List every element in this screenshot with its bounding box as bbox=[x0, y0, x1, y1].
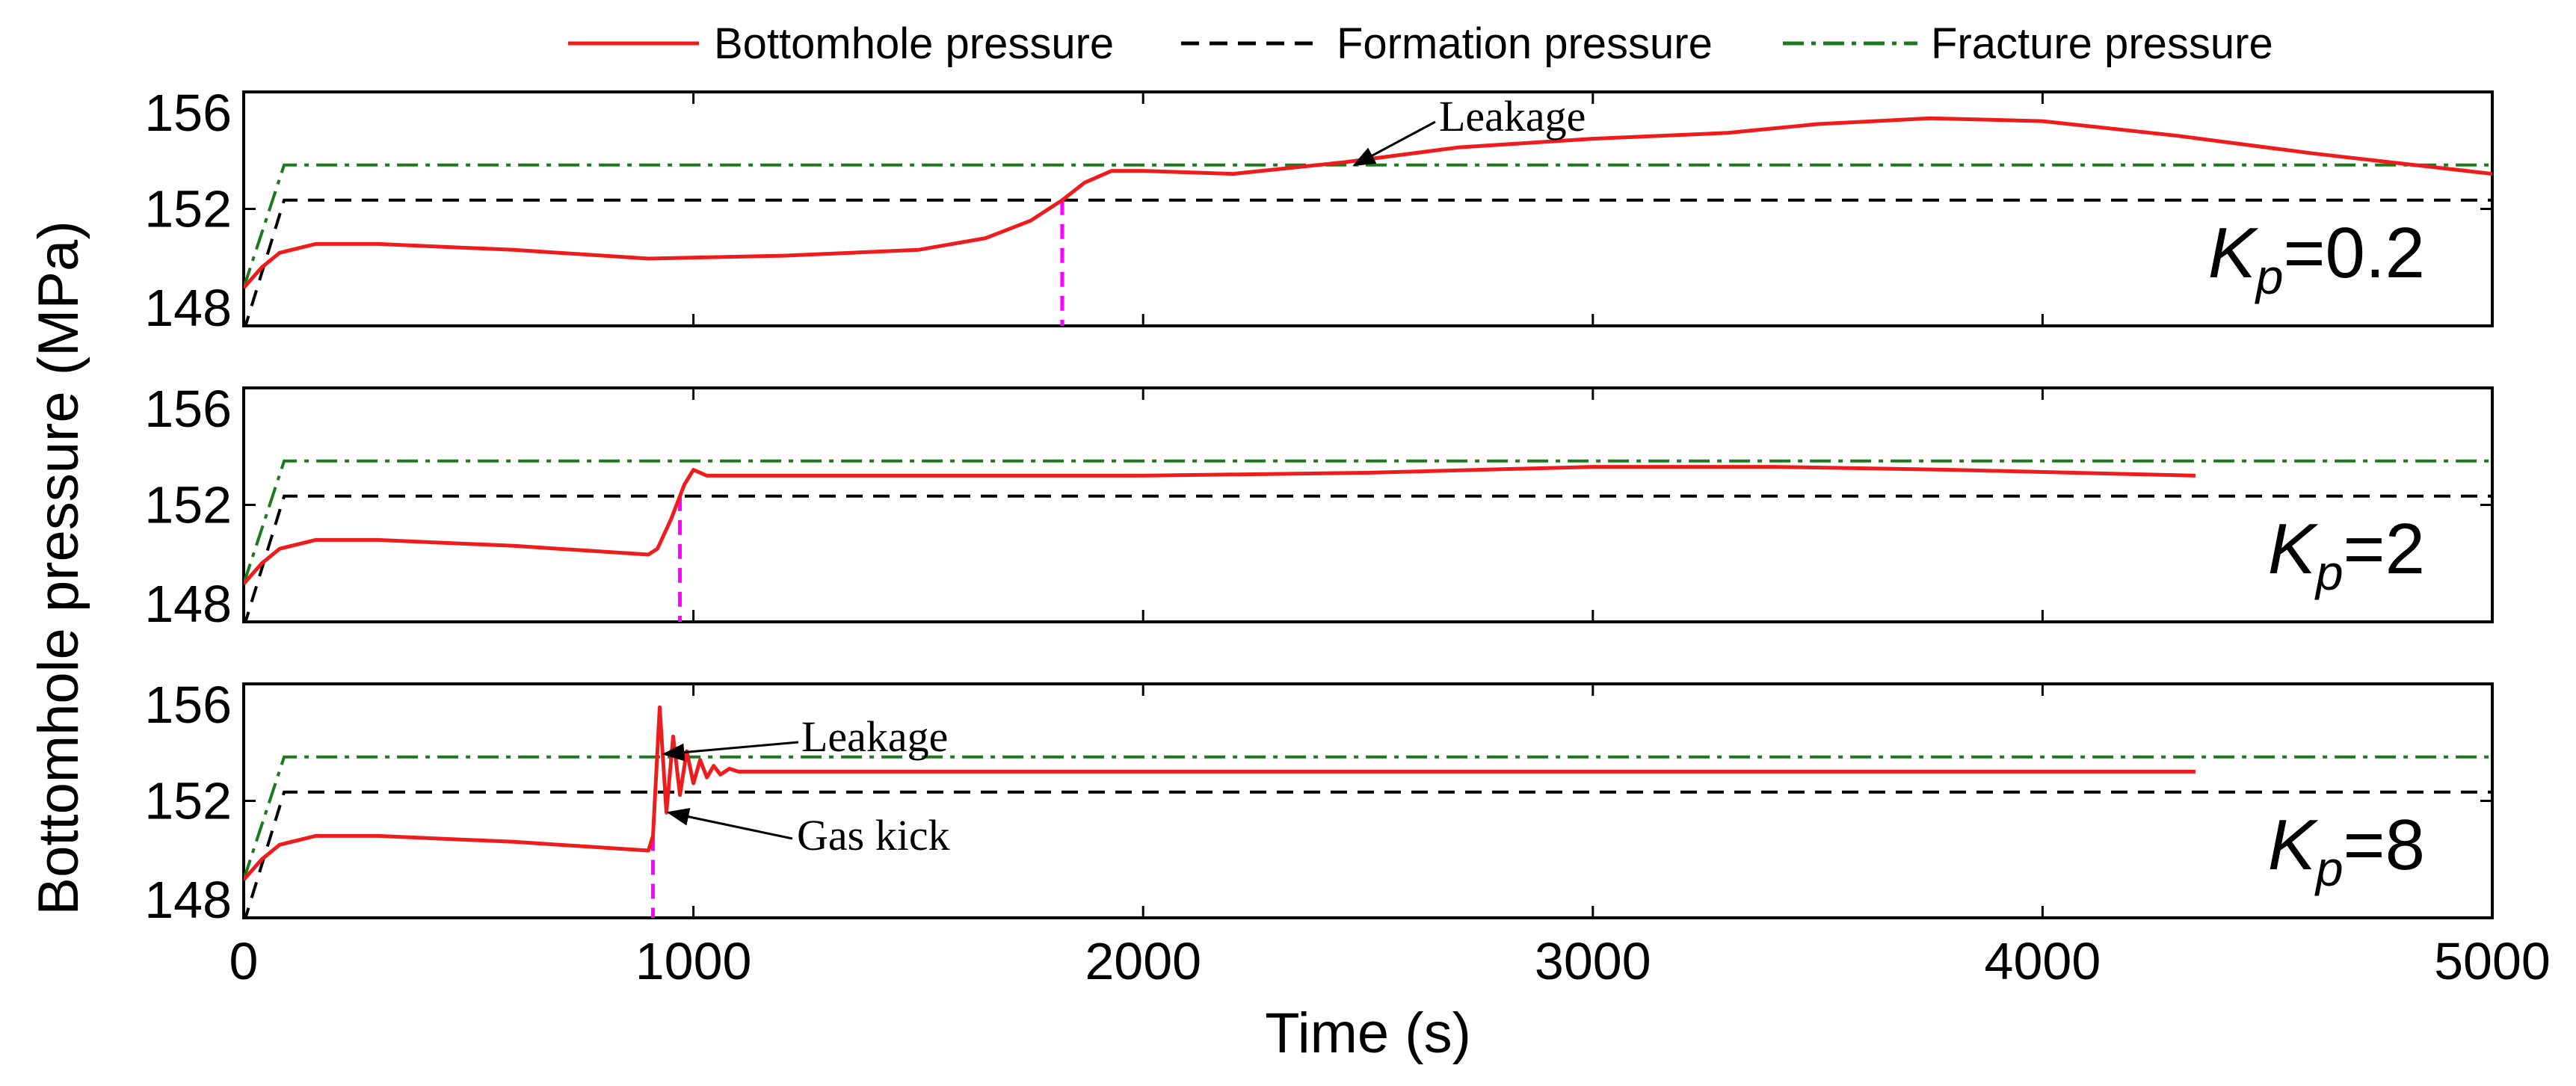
annotation-arrow bbox=[1352, 120, 1436, 167]
legend: Bottomhole pressure Formation pressure F… bbox=[568, 19, 2273, 68]
y-tick-label: 148 bbox=[144, 871, 232, 929]
y-tick-label: 152 bbox=[144, 772, 232, 830]
series-bottomhole-pressure bbox=[244, 116, 2492, 289]
kp-label: Kp=2 bbox=[2268, 509, 2425, 600]
annotation-label: Leakage bbox=[1439, 92, 1586, 141]
annotation-label: Gas kick bbox=[797, 811, 950, 860]
x-tick-labels: 0 1000 2000 3000 4000 5000 bbox=[229, 932, 2551, 990]
series-formation-pressure bbox=[244, 790, 2492, 918]
annotation-arrow bbox=[666, 807, 793, 840]
legend-label-bottomhole: Bottomhole pressure bbox=[714, 19, 1114, 68]
panel-frame bbox=[242, 682, 2494, 919]
legend-label-fracture: Fracture pressure bbox=[1931, 19, 2273, 68]
x-tick-label: 2000 bbox=[1085, 932, 1201, 990]
series-fracture-pressure bbox=[244, 163, 2492, 289]
panel-kp-2: 148 152 156 Kp=2 bbox=[144, 380, 2494, 633]
kp-label: Kp=8 bbox=[2268, 805, 2425, 896]
series-fracture-pressure bbox=[244, 459, 2492, 584]
x-axis-title: Time (s) bbox=[1265, 1002, 1471, 1065]
y-axis-title: Bottomhole pressure (MPa) bbox=[27, 220, 90, 915]
y-tick-label: 156 bbox=[144, 676, 232, 734]
legend-label-formation: Formation pressure bbox=[1337, 19, 1713, 68]
series-formation-pressure bbox=[244, 198, 2492, 326]
panel-frame bbox=[242, 90, 2494, 327]
annotation-label: Leakage bbox=[801, 712, 948, 761]
y-tick-label: 148 bbox=[144, 279, 232, 337]
panel-kp-0-2: 148 152 156 Kp=0.2 Leakage bbox=[144, 84, 2494, 337]
x-tick-label: 5000 bbox=[2434, 932, 2551, 990]
kp-label: Kp=0.2 bbox=[2208, 213, 2425, 304]
annotation-arrow bbox=[662, 741, 799, 762]
x-tick-label: 3000 bbox=[1535, 932, 1651, 990]
x-tick-label: 1000 bbox=[635, 932, 752, 990]
panel-frame bbox=[242, 386, 2494, 623]
y-tick-label: 156 bbox=[144, 380, 232, 438]
y-tick-label: 148 bbox=[144, 575, 232, 633]
x-tick-label: 4000 bbox=[1985, 932, 2101, 990]
panel-kp-8: 148 152 156 Kp=8 Leakage Gas kick bbox=[144, 676, 2494, 929]
series-formation-pressure bbox=[244, 494, 2492, 622]
series-bottomhole-pressure bbox=[244, 465, 2196, 585]
x-tick-label: 0 bbox=[229, 932, 259, 990]
series-bottomhole-pressure bbox=[244, 705, 2196, 881]
y-tick-label: 152 bbox=[144, 180, 232, 238]
series-fracture-pressure bbox=[244, 755, 2492, 880]
y-tick-label: 152 bbox=[144, 476, 232, 534]
y-tick-label: 156 bbox=[144, 84, 232, 142]
